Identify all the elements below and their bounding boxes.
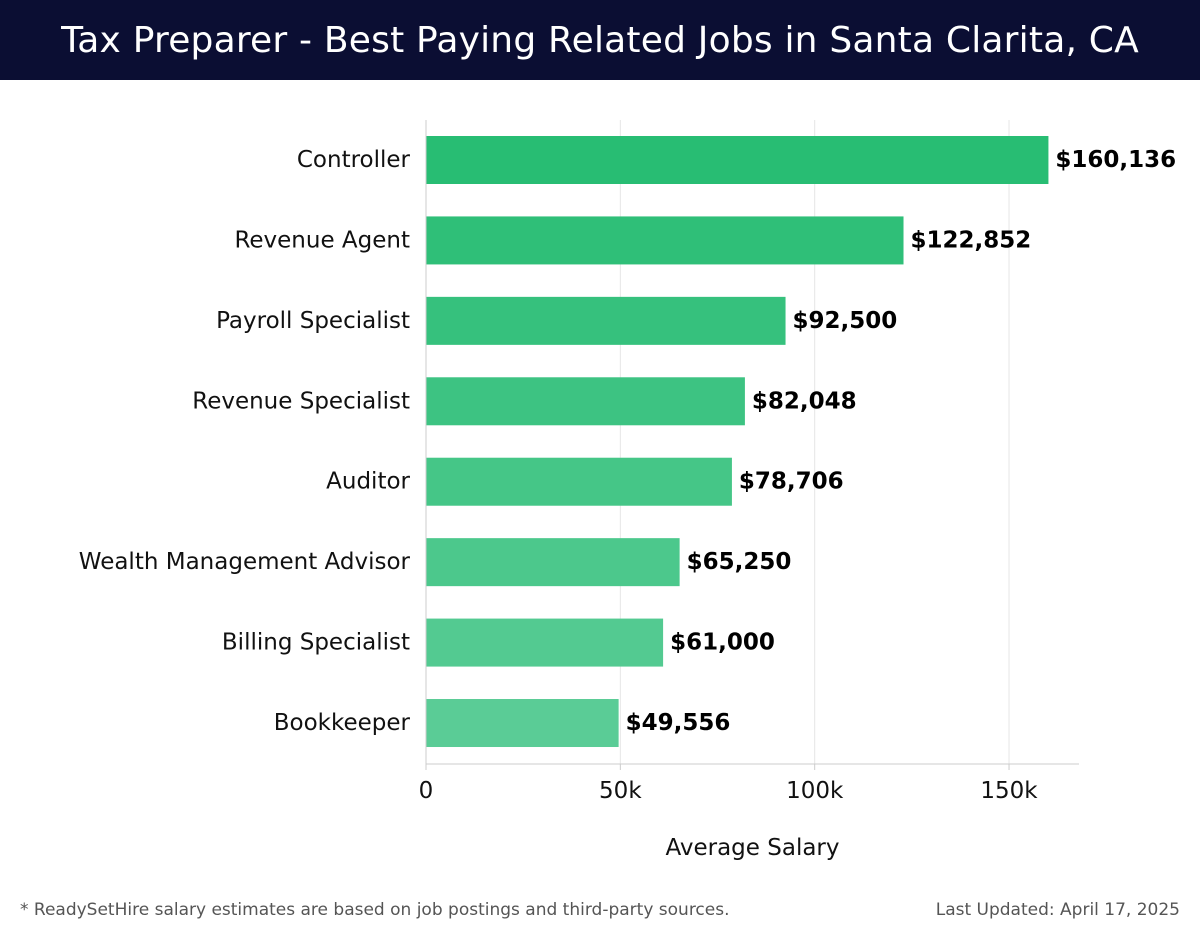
category-label-billing-specialist: Billing Specialist — [222, 630, 410, 656]
x-axis: 0 50k 100k 150k Average Salary — [419, 120, 1079, 861]
bar-billing-specialist — [426, 618, 664, 667]
value-label-controller: $160,136 — [1055, 147, 1176, 173]
category-label-wealth-management-advisor: Wealth Management Advisor — [79, 549, 411, 575]
page-title: Tax Preparer - Best Paying Related Jobs … — [61, 19, 1139, 61]
category-labels: Controller Revenue Agent Payroll Specialis… — [79, 147, 411, 736]
x-tick-label-0: 0 — [419, 778, 434, 804]
value-label-auditor: $78,706 — [739, 469, 844, 495]
last-updated: Last Updated: April 17, 2025 — [936, 900, 1180, 920]
footer-note: * ReadySetHire salary estimates are base… — [20, 900, 730, 920]
x-axis-title: Average Salary — [665, 835, 839, 861]
bar-bookkeeper — [426, 699, 619, 748]
bar-revenue-agent — [426, 216, 904, 265]
last-updated-label: Last Updated: — [935, 900, 1055, 920]
x-tick-label-2: 100k — [786, 778, 844, 804]
bars — [426, 136, 1049, 748]
value-label-billing-specialist: $61,000 — [670, 630, 775, 656]
value-label-revenue-agent: $122,852 — [911, 227, 1032, 253]
category-label-payroll-specialist: Payroll Specialist — [216, 308, 410, 334]
value-label-revenue-specialist: $82,048 — [752, 388, 857, 414]
last-updated-date: April 17, 2025 — [1060, 900, 1180, 920]
bar-controller — [426, 136, 1049, 184]
bar-auditor — [426, 457, 732, 506]
value-labels: $160,136 $122,852 $92,500 $82,048 $78,706 $65… — [626, 147, 1177, 736]
x-tick-label-1: 50k — [599, 778, 642, 804]
header-bar: Tax Preparer - Best Paying Related Jobs … — [0, 0, 1200, 80]
category-label-revenue-specialist: Revenue Specialist — [192, 388, 410, 414]
value-label-wealth-management-advisor: $65,250 — [687, 549, 792, 575]
category-label-bookkeeper: Bookkeeper — [274, 710, 411, 736]
category-label-revenue-agent: Revenue Agent — [234, 227, 410, 253]
category-label-controller: Controller — [297, 147, 411, 173]
bar-payroll-specialist — [426, 296, 786, 345]
value-label-payroll-specialist: $92,500 — [793, 308, 898, 334]
bar-revenue-specialist — [426, 377, 745, 426]
x-tick-label-3: 150k — [980, 778, 1038, 804]
bar-wealth-management-advisor — [426, 538, 680, 587]
value-label-bookkeeper: $49,556 — [626, 710, 731, 736]
category-label-auditor: Auditor — [326, 469, 410, 495]
